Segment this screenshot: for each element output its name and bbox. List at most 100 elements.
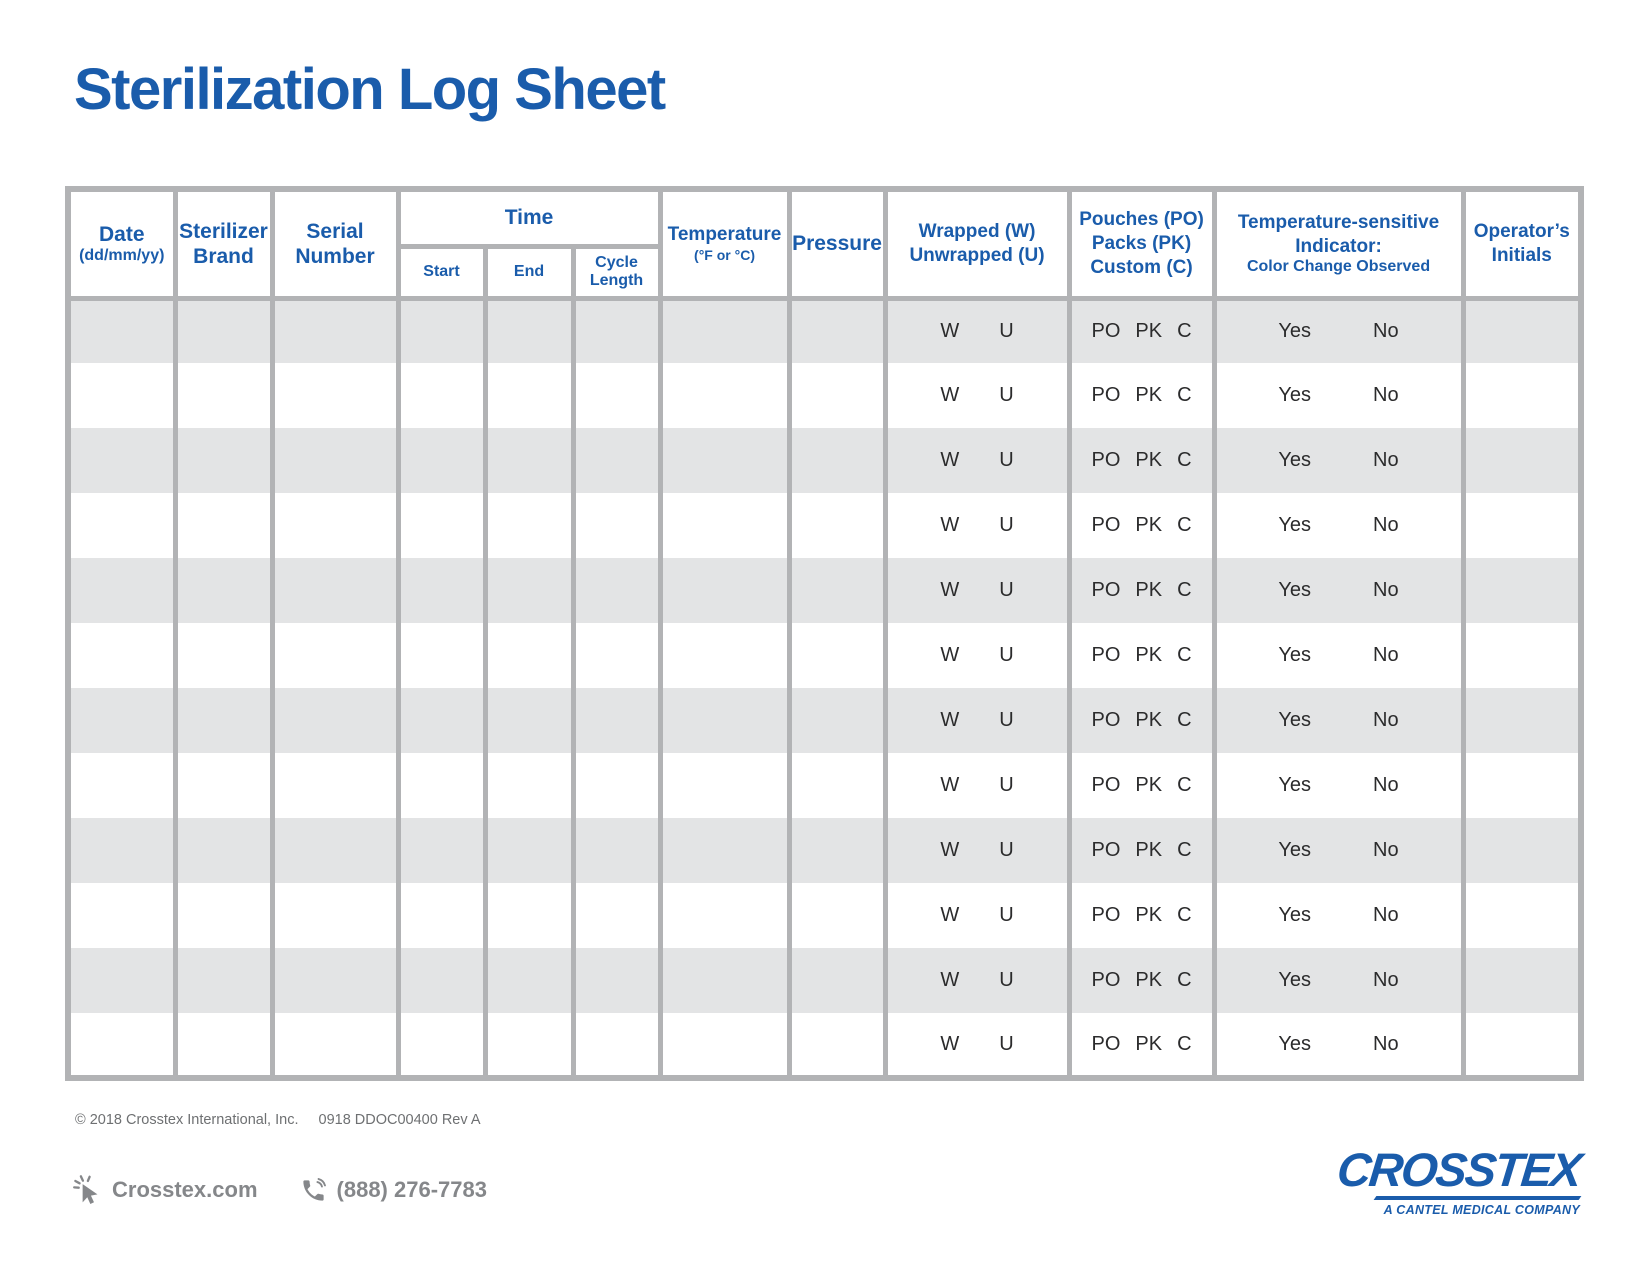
cell-start — [395, 948, 488, 1013]
header-wrapped: Wrapped (W) Unwrapped (U) — [882, 189, 1072, 301]
option-yes: Yes — [1278, 384, 1312, 406]
indicator-options: Yes No — [1217, 449, 1461, 472]
cell-cycle — [570, 363, 663, 428]
option-w: W — [940, 839, 960, 861]
logo-swoosh — [1373, 1196, 1582, 1200]
option-po: PO — [1091, 384, 1121, 406]
cell-cycle — [570, 1013, 663, 1078]
option-no: No — [1373, 774, 1399, 796]
cell-pouches: PO PK C — [1066, 753, 1217, 818]
cell-operator — [1460, 883, 1584, 948]
header-time-group: Time — [395, 189, 663, 249]
cell-indicator: Yes No — [1211, 688, 1466, 753]
cell-start — [395, 688, 488, 753]
cell-end — [482, 883, 576, 948]
cell-pouches: PO PK C — [1066, 363, 1217, 428]
cell-temperature — [657, 688, 792, 753]
cell-serial — [269, 558, 401, 623]
cell-date — [65, 818, 178, 883]
log-row: W U PO PK C Yes No — [65, 623, 1584, 688]
option-no: No — [1373, 514, 1399, 536]
option-no: No — [1373, 709, 1399, 731]
pouches-options: PO PK C — [1072, 839, 1212, 862]
cell-start — [395, 753, 488, 818]
cell-sterilizer — [172, 1013, 275, 1078]
phone-icon — [300, 1177, 327, 1204]
option-no: No — [1373, 320, 1399, 343]
cell-end — [482, 948, 576, 1013]
option-w: W — [940, 969, 960, 991]
option-pk: PK — [1135, 1032, 1163, 1055]
option-yes: Yes — [1278, 904, 1312, 926]
cell-temperature — [657, 298, 792, 363]
cell-start — [395, 883, 488, 948]
cell-pouches: PO PK C — [1066, 1013, 1217, 1078]
option-c: C — [1177, 449, 1192, 471]
cell-pouches: PO PK C — [1066, 428, 1217, 493]
option-u: U — [999, 579, 1014, 601]
pouches-options: PO PK C — [1072, 774, 1212, 797]
option-w: W — [940, 904, 960, 926]
option-c: C — [1177, 774, 1192, 796]
option-yes: Yes — [1278, 969, 1312, 991]
cell-pressure — [786, 428, 888, 493]
cell-serial — [269, 493, 401, 558]
option-pk: PK — [1135, 774, 1163, 796]
cell-pressure — [786, 623, 888, 688]
cell-indicator: Yes No — [1211, 948, 1466, 1013]
cell-indicator: Yes No — [1211, 753, 1466, 818]
cell-pressure — [786, 493, 888, 558]
phone-label: (888) 276-7783 — [336, 1177, 487, 1202]
option-po: PO — [1091, 839, 1121, 861]
indicator-options: Yes No — [1217, 969, 1461, 992]
log-row: W U PO PK C Yes No — [65, 818, 1584, 883]
log-row: W U PO PK C Yes No — [65, 558, 1584, 623]
cell-pouches: PO PK C — [1066, 623, 1217, 688]
cell-serial — [269, 753, 401, 818]
header-date-format: (dd/mm/yy) — [79, 247, 165, 265]
option-w: W — [940, 579, 960, 601]
cell-pouches: PO PK C — [1066, 948, 1217, 1013]
indicator-options: Yes No — [1217, 709, 1461, 732]
cell-sterilizer — [172, 428, 275, 493]
option-c: C — [1177, 514, 1192, 536]
indicator-options: Yes No — [1217, 774, 1461, 797]
option-no: No — [1373, 449, 1399, 471]
option-po: PO — [1091, 1032, 1121, 1055]
header-pressure: Pressure — [786, 189, 888, 301]
logo-wordmark: CROSSTEX — [1334, 1143, 1583, 1196]
pouches-options: PO PK C — [1072, 449, 1212, 472]
cell-end — [482, 363, 576, 428]
cell-serial — [269, 688, 401, 753]
option-u: U — [999, 839, 1014, 861]
option-po: PO — [1091, 449, 1121, 471]
cell-pouches: PO PK C — [1066, 493, 1217, 558]
cell-indicator: Yes No — [1211, 493, 1466, 558]
option-w: W — [940, 320, 960, 343]
option-no: No — [1373, 904, 1399, 926]
option-po: PO — [1091, 514, 1121, 536]
option-pk: PK — [1135, 384, 1163, 406]
log-row: W U PO PK C Yes No — [65, 883, 1584, 948]
indicator-options: Yes No — [1217, 579, 1461, 602]
header-date-label: Date — [98, 222, 145, 246]
cell-date — [65, 688, 178, 753]
cell-pouches: PO PK C — [1066, 688, 1217, 753]
pouches-options: PO PK C — [1072, 969, 1212, 992]
option-c: C — [1177, 579, 1192, 601]
cell-temperature — [657, 623, 792, 688]
cell-cycle — [570, 948, 663, 1013]
cell-temperature — [657, 363, 792, 428]
cell-serial — [269, 1013, 401, 1078]
option-w: W — [940, 514, 960, 536]
cell-cycle — [570, 558, 663, 623]
log-row: W U PO PK C Yes No — [65, 753, 1584, 818]
table-header: Date (dd/mm/yy) Sterilizer Brand Serial … — [65, 189, 1584, 301]
option-no: No — [1373, 839, 1399, 861]
